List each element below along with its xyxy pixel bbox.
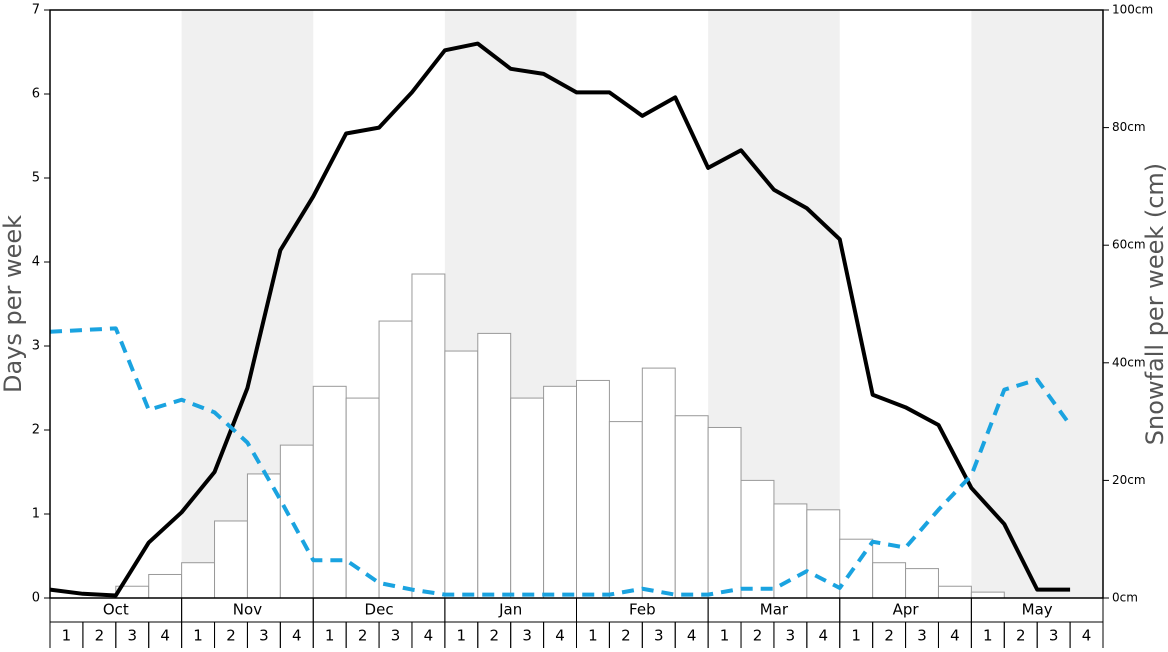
bar [839,538,874,599]
bar [148,573,183,599]
x-tick-label: 4 [424,627,434,645]
x-tick-label: 4 [160,627,170,645]
y-tick-label: 0 [32,591,40,606]
x-tick-label: 2 [753,627,763,645]
bar [740,479,775,599]
x-tick-label: 3 [1049,627,1059,645]
y-axis-label: Days per week [0,215,27,393]
bar [279,444,314,599]
x-tick-label: 2 [884,627,894,645]
y2-tick-label: 80cm [1112,120,1146,134]
bar [937,585,972,599]
bar [707,426,742,599]
y2-tick-label: 0cm [1112,591,1138,605]
y2-tick-label: 20cm [1112,473,1146,487]
x-tick-label: 2 [226,627,236,645]
month-label: Feb [629,601,656,619]
bar [872,562,907,599]
month-label: Jan [498,601,522,619]
month-shade [971,10,1103,598]
x-tick-label: 4 [1082,627,1092,645]
dashed-line [49,326,1072,597]
bar [970,591,1005,599]
month-label: Mar [760,601,789,619]
x-tick-label: 1 [62,627,72,645]
month-label: Nov [233,601,262,619]
x-tick-label: 1 [588,627,598,645]
bar [246,473,281,599]
bar [214,520,248,599]
y-tick-label: 5 [32,171,40,186]
x-tick-label: 2 [358,627,368,645]
y2-axis-label: Snowfall per week (cm) [1141,163,1168,445]
x-tick-label: 4 [555,627,565,645]
x-tick-label: 3 [786,627,796,645]
bar [510,397,545,599]
bar [181,562,216,599]
y-tick-label: 7 [32,3,40,18]
x-tick-label: 2 [1016,627,1026,645]
x-tick-label: 4 [950,627,960,645]
x-tick-label: 1 [851,627,861,645]
bar [477,332,512,599]
y-tick-label: 3 [32,339,40,354]
y-tick-label: 1 [32,507,40,522]
y-tick-label: 4 [32,255,40,270]
bar [378,320,413,599]
week-cell [1069,621,1104,652]
x-tick-label: 3 [522,627,532,645]
month-label: Dec [365,601,394,619]
x-tick-label: 2 [621,627,631,645]
y2-tick-label: 40cm [1112,355,1146,369]
bar [576,379,610,599]
y2-tick-label: 100cm [1112,3,1153,17]
x-tick-label: 1 [720,627,730,645]
x-tick-label: 4 [687,627,697,645]
bar [345,397,380,599]
x-tick-label: 1 [457,627,467,645]
bar [773,503,808,599]
bar [411,273,446,599]
x-tick-label: 3 [259,627,269,645]
month-label: Apr [893,601,920,619]
bar [905,568,939,599]
month-label: May [1022,601,1053,619]
x-tick-label: 3 [917,627,927,645]
bar [608,421,643,599]
x-tick-label: 3 [127,627,137,645]
bar [312,385,347,599]
x-tick-label: 2 [95,627,105,645]
x-tick-label: 2 [489,627,499,645]
x-tick-label: 1 [983,627,993,645]
bar [543,385,577,599]
x-tick-label: 4 [819,627,829,645]
month-label: Oct [103,601,129,619]
x-tick-label: 1 [193,627,203,645]
bar [674,415,709,599]
bar [641,367,676,599]
y-tick-label: 2 [32,423,40,438]
line [49,41,1071,598]
x-tick-label: 3 [654,627,664,645]
y2-tick-label: 60cm [1112,238,1146,252]
x-tick-label: 3 [391,627,401,645]
x-tick-label: 4 [292,627,302,645]
x-tick-label: 1 [325,627,335,645]
bar [444,350,479,599]
y-tick-label: 6 [32,87,40,102]
